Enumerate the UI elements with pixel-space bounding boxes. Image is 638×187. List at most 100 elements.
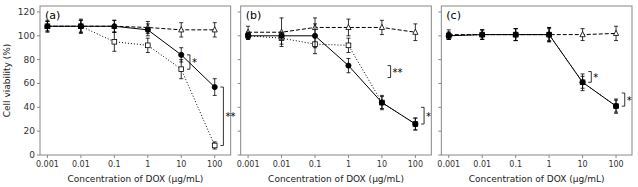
error-bar [413, 24, 417, 41]
marker [614, 104, 619, 109]
x-axis-label: Concentration of DOX (μg/mL) [469, 174, 605, 184]
error-bar [447, 30, 451, 40]
x-tick-label: 10 [377, 160, 387, 169]
significance-label: * [627, 95, 632, 106]
marker [45, 23, 50, 28]
x-tick-label: 0.001 [36, 160, 59, 169]
x-tick [549, 155, 550, 158]
x-tick-label: 0.01 [473, 160, 491, 169]
series-line [449, 35, 616, 107]
x-tick-label: 100 [408, 160, 423, 169]
x-axis-label: Concentration of DOX (μg/mL) [268, 174, 404, 184]
y-tick [238, 107, 241, 108]
significance-label: * [593, 72, 598, 83]
panel: 0.0010.010.1110100Concentration of DOX (… [437, 6, 632, 184]
significance-bracket [187, 55, 190, 69]
marker [379, 100, 384, 105]
error-bar [614, 100, 618, 112]
data-group [245, 18, 417, 130]
x-tick [482, 155, 483, 158]
marker [78, 23, 83, 28]
series-line [47, 26, 214, 145]
marker [212, 84, 217, 89]
marker [179, 67, 184, 72]
y-tick [37, 131, 40, 132]
error-bar [413, 118, 417, 130]
significance-bracket [622, 93, 625, 106]
marker [547, 31, 552, 36]
marker [547, 32, 552, 37]
error-bar [346, 19, 350, 36]
y-tick [37, 59, 40, 60]
error-bar [480, 30, 484, 40]
error-bar [112, 32, 116, 51]
marker [513, 32, 518, 37]
significance-bracket [388, 66, 391, 78]
marker [212, 143, 217, 148]
chart: 0204060801001200.0010.010.1110100Concent… [0, 0, 638, 187]
error-bar [146, 21, 150, 33]
significance-bracket [421, 107, 424, 124]
series-line [449, 35, 616, 107]
panel-label: (a) [45, 9, 60, 22]
error-bar [45, 21, 49, 31]
x-tick [415, 155, 416, 158]
error-bar [346, 38, 350, 52]
x-axis-label: Concentration of DOX (μg/mL) [67, 174, 203, 184]
y-tick [37, 11, 40, 12]
error-bar [79, 20, 83, 32]
marker [413, 122, 418, 127]
plot-frame [40, 6, 231, 155]
y-tick [238, 35, 241, 36]
significance-label: ** [393, 67, 403, 78]
x-tick-label: 10 [577, 160, 587, 169]
marker [245, 33, 250, 38]
error-bar [179, 23, 183, 37]
error-bar [614, 99, 618, 113]
x-tick [582, 155, 583, 158]
y-tick-label: 0 [29, 150, 35, 160]
marker [513, 32, 518, 37]
error-bar [146, 24, 150, 36]
x-tick [181, 155, 182, 158]
marker [112, 39, 117, 44]
error-bar [547, 27, 551, 41]
error-bar [179, 60, 183, 79]
panel-label: (b) [246, 9, 262, 22]
marker [580, 80, 585, 85]
marker [78, 24, 83, 29]
marker [112, 24, 117, 29]
y-tick [438, 59, 441, 60]
y-tick [37, 155, 40, 156]
marker [413, 29, 418, 34]
y-tick-label: 80 [24, 55, 36, 65]
error-bar [79, 20, 83, 32]
y-tick [238, 155, 241, 156]
marker [179, 27, 184, 32]
significance-bracket [588, 72, 591, 83]
marker [246, 33, 251, 38]
error-bar [346, 58, 350, 72]
error-bar [246, 32, 250, 39]
marker [379, 24, 384, 29]
y-tick-label: 100 [18, 31, 35, 41]
y-tick [438, 35, 441, 36]
marker [580, 80, 585, 85]
y-tick-label: 120 [18, 7, 35, 17]
error-bar [581, 74, 585, 91]
x-tick [214, 155, 215, 158]
x-tick [616, 155, 617, 158]
error-bar [246, 32, 250, 39]
error-bar [380, 20, 384, 34]
x-tick-label: 0.01 [273, 160, 291, 169]
x-tick [147, 155, 148, 158]
error-bar [280, 18, 284, 47]
error-bar [213, 23, 217, 37]
plot-frame [241, 6, 432, 155]
x-tick [248, 155, 249, 158]
error-bar [380, 97, 384, 109]
x-tick [315, 155, 316, 158]
marker [145, 27, 150, 32]
y-tick [37, 35, 40, 36]
marker [346, 24, 351, 29]
